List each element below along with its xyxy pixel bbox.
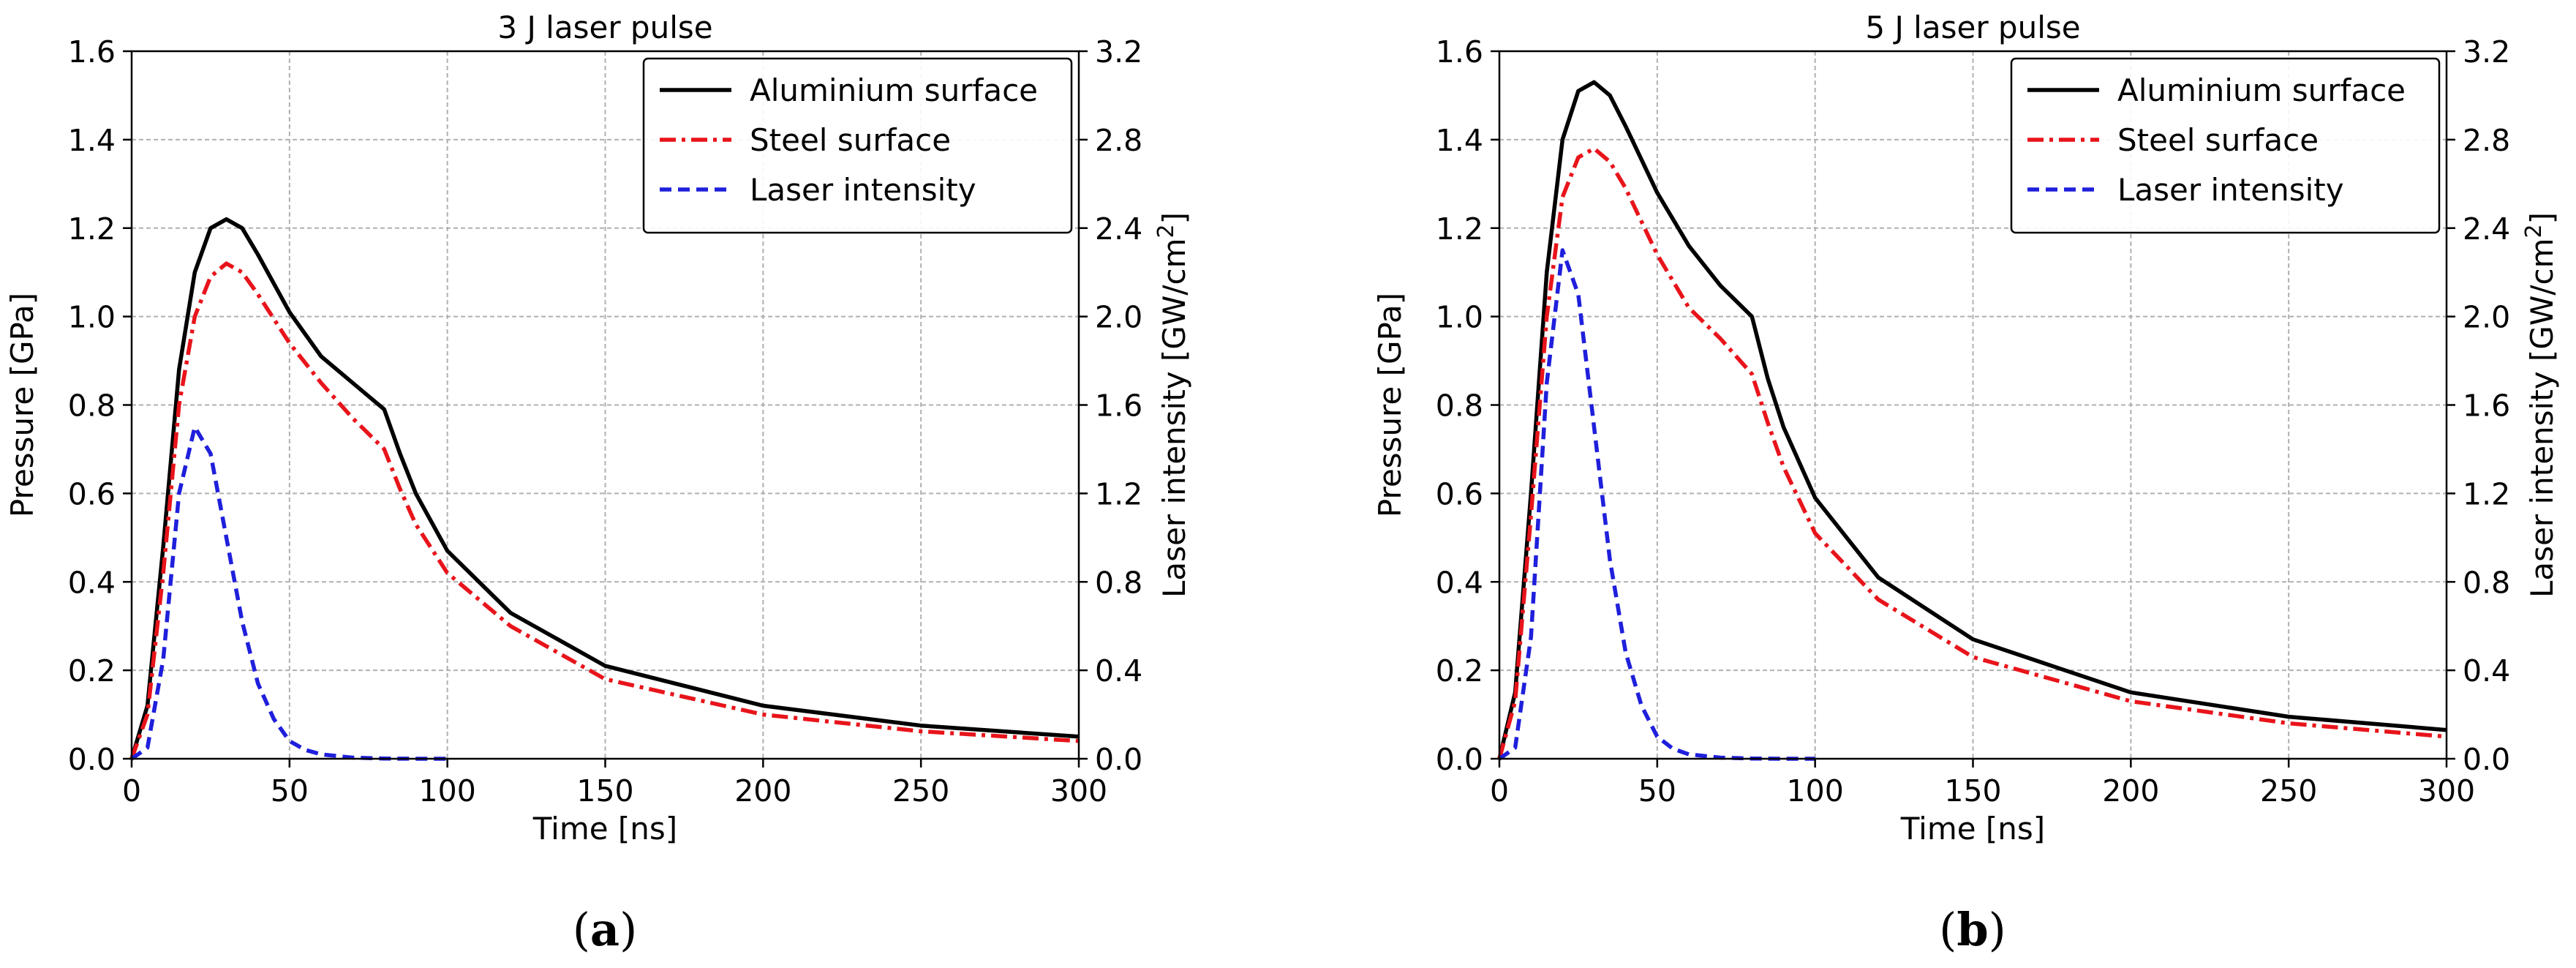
y2-tick-label: 2.4 — [1095, 211, 1142, 247]
chart-panel-b: 0 50 100 150 200 250 3000.00.20.40.60.81.01.21… — [1372, 10, 2560, 956]
x-axis-label: Time [ns] — [532, 811, 677, 847]
y2-tick-label: 3.2 — [1095, 34, 1142, 70]
y2-axis-label-suffix: ] — [1156, 212, 1192, 224]
caption-letter: a — [590, 903, 619, 956]
legend-label: Aluminium surface — [750, 72, 1038, 108]
y2-axis-label: Laser intensity [GW/cm2] — [1153, 212, 1192, 598]
y2-tick-label: 1.2 — [2463, 476, 2510, 511]
y2-axis-label-prefix: Laser intensity [GW/cm — [1156, 238, 1192, 598]
x-tick-label: 300 — [1050, 773, 1107, 808]
y-tick-label: 1.2 — [68, 211, 116, 247]
y2-tick-label: 1.2 — [1095, 476, 1142, 511]
y2-tick-label: 2.8 — [2463, 123, 2510, 158]
series-line-aluminium-surface — [1497, 80, 2447, 759]
x-tick-label: 250 — [2260, 773, 2317, 808]
y2-tick-label: 3.2 — [2463, 34, 2510, 70]
x-tick-label: 50 — [271, 773, 309, 808]
y2-axis-label-suffix: ] — [2524, 212, 2560, 224]
y-tick-label: 0.6 — [68, 476, 116, 511]
y-tick-label: 0.0 — [68, 742, 116, 777]
x-tick-label: 150 — [1944, 773, 2001, 808]
y-tick-label: 1.0 — [1436, 300, 1483, 335]
y2-tick-label: 2.8 — [1095, 123, 1142, 158]
y2-axis-label-prefix: Laser intensity [GW/cm — [2524, 238, 2560, 598]
y-tick-label: 0.8 — [68, 389, 116, 424]
y-tick-label: 1.2 — [1436, 211, 1483, 247]
y-tick-label: 1.6 — [1436, 34, 1483, 70]
caption-paren-open: ( — [1939, 903, 1957, 956]
x-tick-label: 100 — [419, 773, 476, 808]
y2-tick-label: 0.0 — [1095, 742, 1142, 777]
legend-label: Steel surface — [2117, 122, 2319, 158]
y-tick-label: 0.0 — [1436, 742, 1483, 777]
chart-title: 5 J laser pulse — [1865, 10, 2080, 45]
y-tick-label: 1.4 — [1436, 123, 1483, 158]
x-tick-label: 50 — [1638, 773, 1676, 808]
y-tick-label: 0.2 — [1436, 653, 1483, 689]
y-tick-label: 1.0 — [68, 300, 116, 335]
x-tick-label: 150 — [576, 773, 633, 808]
y2-tick-label: 2.0 — [1095, 300, 1142, 335]
y2-axis-label-exponent: 2 — [2521, 224, 2547, 238]
caption-paren-close: ) — [1989, 903, 2006, 956]
panel-caption: (b) — [1939, 903, 2006, 956]
y2-tick-label: 1.6 — [2463, 389, 2510, 424]
y-tick-label: 0.8 — [1436, 389, 1483, 424]
y2-tick-label: 0.8 — [1095, 565, 1142, 600]
series-line-aluminium-surface — [129, 217, 1080, 759]
y2-tick-label: 0.0 — [2463, 742, 2510, 777]
y-tick-label: 0.2 — [68, 653, 116, 689]
series-line-steel-surface — [129, 261, 1080, 759]
y-tick-label: 1.6 — [68, 34, 116, 70]
y2-axis-label-exponent: 2 — [1153, 224, 1179, 238]
x-tick-label: 0 — [1490, 773, 1509, 808]
y2-axis-label: Laser intensity [GW/cm2] — [2521, 212, 2560, 598]
x-tick-label: 0 — [122, 773, 141, 808]
legend: Aluminium surface Steel surface Laser inte… — [642, 57, 1073, 234]
y2-tick-label: 0.8 — [2463, 565, 2510, 600]
caption-paren-close: ) — [619, 903, 637, 956]
legend-box — [642, 57, 1073, 234]
x-tick-label: 250 — [892, 773, 949, 808]
x-tick-label: 200 — [2102, 773, 2159, 808]
y-axis-label: Pressure [GPa] — [1372, 293, 1408, 517]
y-tick-label: 1.4 — [68, 123, 116, 158]
legend-label: Laser intensity — [2117, 172, 2344, 208]
y-tick-label: 0.6 — [1436, 476, 1483, 511]
caption-paren-open: ( — [573, 903, 590, 956]
x-tick-label: 100 — [1787, 773, 1844, 808]
y2-tick-label: 0.4 — [2463, 653, 2510, 689]
y-tick-label: 0.4 — [68, 565, 116, 600]
chart-title: 3 J laser pulse — [497, 10, 712, 45]
y-axis-label: Pressure [GPa] — [4, 293, 40, 517]
x-tick-label: 200 — [734, 773, 791, 808]
legend-label: Steel surface — [750, 122, 951, 158]
x-axis-label: Time [ns] — [1900, 811, 2045, 847]
panel-caption: (a) — [573, 903, 638, 956]
legend-label: Aluminium surface — [2117, 72, 2406, 108]
series-line-laser-intensity — [1498, 248, 1815, 761]
y2-tick-label: 0.4 — [1095, 653, 1142, 689]
caption-letter: b — [1957, 903, 1988, 956]
y2-tick-label: 1.6 — [1095, 389, 1142, 424]
y2-tick-label: 2.4 — [2463, 211, 2510, 247]
series-line-steel-surface — [1497, 146, 2447, 759]
chart-panel-a: 0 50 100 150 200 250 3000.00.20.40.60.81.01.21… — [4, 10, 1192, 956]
x-tick-label: 300 — [2418, 773, 2475, 808]
legend-box — [2010, 57, 2441, 234]
legend-label: Laser intensity — [750, 172, 976, 208]
y2-tick-label: 2.0 — [2463, 300, 2510, 335]
y-tick-label: 0.4 — [1436, 565, 1483, 600]
legend: Aluminium surface Steel surface Laser inte… — [2010, 57, 2441, 234]
